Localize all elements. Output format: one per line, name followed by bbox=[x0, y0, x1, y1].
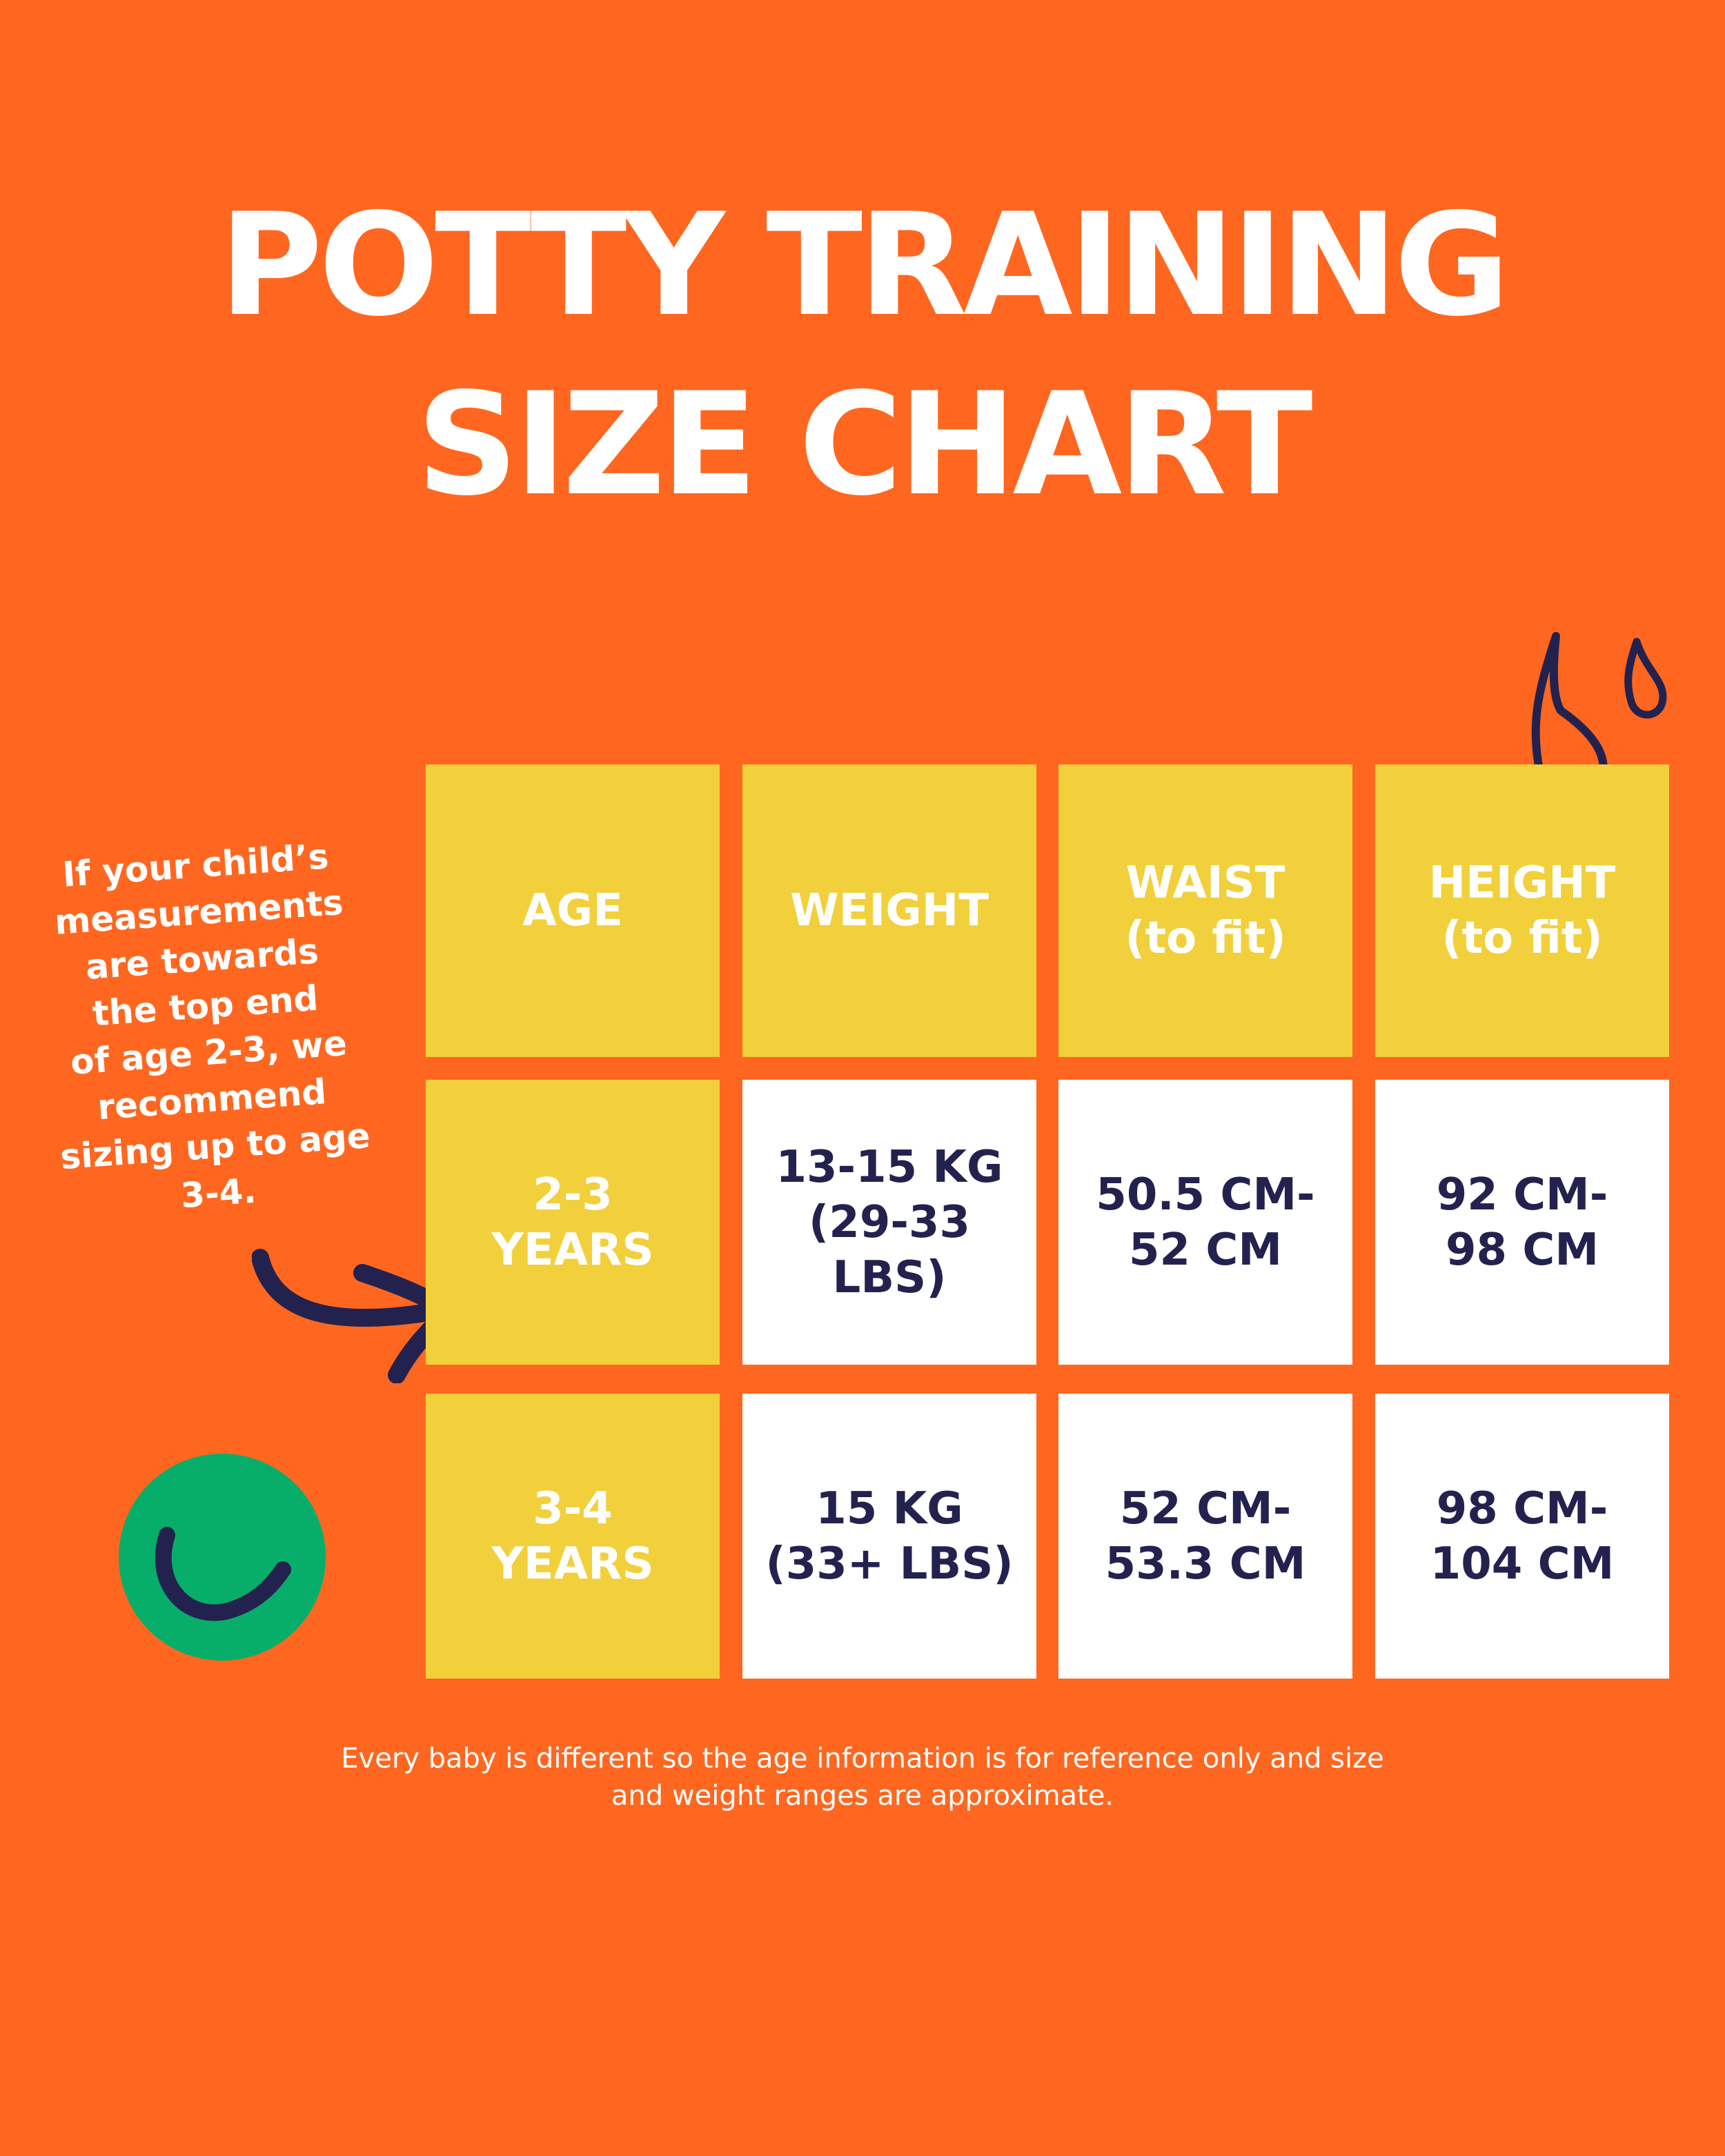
page-title-line1: POTTY TRAINING bbox=[219, 184, 1510, 348]
row1-height: 92 CM- 98 CM bbox=[1375, 1080, 1669, 1365]
header-age: AGE bbox=[426, 764, 720, 1057]
header-height: HEIGHT (to fit) bbox=[1375, 764, 1669, 1057]
disclaimer-footnote: Every baby is different so the age infor… bbox=[341, 1743, 1384, 1812]
row1-height-value: 92 CM- 98 CM bbox=[1436, 1169, 1608, 1276]
header-height-label: HEIGHT (to fit) bbox=[1428, 858, 1616, 964]
header-weight-label: WEIGHT bbox=[790, 885, 989, 936]
row2-weight-value: 15 KG (33+ LBS) bbox=[765, 1483, 1014, 1590]
row2-weight: 15 KG (33+ LBS) bbox=[742, 1394, 1036, 1679]
row2-height-value: 98 CM- 104 CM bbox=[1430, 1483, 1615, 1590]
page-title-line2: SIZE CHART bbox=[416, 363, 1312, 527]
row1-weight: 13-15 KG (29-33 LBS) bbox=[742, 1080, 1036, 1365]
header-age-label: AGE bbox=[522, 885, 623, 936]
header-waist-label: WAIST (to fit) bbox=[1125, 858, 1286, 964]
row1-waist-value: 50.5 CM- 52 CM bbox=[1096, 1169, 1315, 1276]
sizing-advice-note: If your child’s measurements are towards… bbox=[53, 836, 372, 1216]
row1-age: 2-3 YEARS bbox=[426, 1080, 720, 1365]
row1-waist: 50.5 CM- 52 CM bbox=[1058, 1080, 1352, 1365]
row2-waist: 52 CM- 53.3 CM bbox=[1058, 1394, 1352, 1679]
header-weight: WEIGHT bbox=[742, 764, 1036, 1057]
row2-age-value: 3-4 YEARS bbox=[491, 1483, 654, 1590]
header-waist: WAIST (to fit) bbox=[1058, 764, 1352, 1057]
smiley-icon bbox=[119, 1454, 326, 1661]
row2-height: 98 CM- 104 CM bbox=[1375, 1394, 1669, 1679]
row1-age-value: 2-3 YEARS bbox=[491, 1169, 654, 1276]
row1-weight-value: 13-15 KG (29-33 LBS) bbox=[776, 1141, 1003, 1303]
row2-age: 3-4 YEARS bbox=[426, 1394, 720, 1679]
row2-waist-value: 52 CM- 53.3 CM bbox=[1105, 1483, 1306, 1590]
